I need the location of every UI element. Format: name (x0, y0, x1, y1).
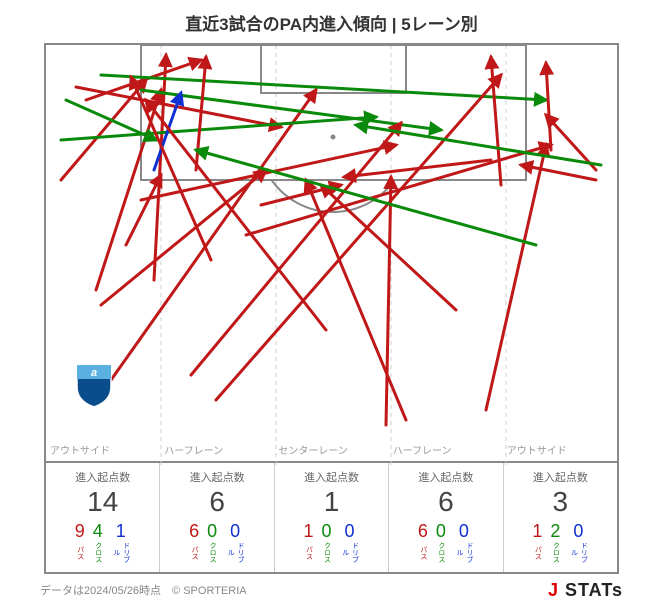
stat-total: 1 (277, 487, 386, 518)
stat-header: 進入起点数 (162, 469, 271, 485)
breakdown-value: 0 (230, 522, 240, 540)
breakdown-item: 0 クロス (207, 522, 217, 564)
svg-text:a: a (91, 367, 97, 379)
breakdown-item: 6 パス (189, 522, 199, 564)
breakdown-label: パス (189, 542, 199, 564)
breakdown-value: 6 (189, 522, 199, 540)
stats-row: 進入起点数149パス4クロス1ドリブル進入起点数66パス0クロス0ドリブル進入起… (44, 463, 619, 574)
stat-header: 進入起点数 (48, 469, 157, 485)
lane-label: アウトサイド (46, 442, 160, 457)
breakdown-item: 0 ドリブル (454, 522, 474, 564)
footer: データは2024/05/26時点 © SPORTERIA J STATs (0, 574, 663, 601)
footer-text: データは2024/05/26時点 © SPORTERIA (40, 582, 247, 598)
chart-title: 直近3試合のPA内進入傾向 | 5レーン別 (0, 0, 663, 43)
lane-label: ハーフレーン (389, 442, 503, 457)
breakdown-value: 0 (345, 522, 355, 540)
stat-cell: 進入起点数 14 9 パス 4 クロス 1 ドリブル (46, 463, 160, 572)
stat-breakdown: 6 パス 0 クロス 0 ドリブル (391, 522, 500, 564)
breakdown-label: クロス (436, 542, 446, 564)
breakdown-label: パス (304, 542, 314, 564)
breakdown-label: ドリブル (454, 542, 474, 564)
breakdown-label: ドリブル (225, 542, 245, 564)
breakdown-value: 2 (550, 522, 560, 540)
stat-total: 6 (162, 487, 271, 518)
brand-j: J (548, 580, 559, 600)
lane-label: センターレーン (274, 442, 388, 457)
breakdown-label: パス (532, 542, 542, 564)
stat-header: 進入起点数 (506, 469, 615, 485)
stat-header: 進入起点数 (391, 469, 500, 485)
stat-header: 進入起点数 (277, 469, 386, 485)
breakdown-value: 1 (304, 522, 314, 540)
breakdown-value: 0 (322, 522, 332, 540)
stat-total: 6 (391, 487, 500, 518)
stat-breakdown: 1 パス 0 クロス 0 ドリブル (277, 522, 386, 564)
stat-total: 3 (506, 487, 615, 518)
stat-cell: 進入起点数 1 1 パス 0 クロス 0 ドリブル (275, 463, 389, 572)
breakdown-value: 6 (418, 522, 428, 540)
lane-labels-row: アウトサイドハーフレーンセンターレーンハーフレーンアウトサイド (46, 442, 617, 457)
chart-container: 直近3試合のPA内進入傾向 | 5レーン別 アウトサイドハーフレーンセンターレー… (0, 0, 663, 611)
brand-rest: STATs (559, 580, 623, 600)
breakdown-item: 6 パス (418, 522, 428, 564)
breakdown-item: 1 ドリブル (111, 522, 131, 564)
breakdown-label: ドリブル (568, 542, 588, 564)
breakdown-value: 4 (93, 522, 103, 540)
breakdown-item: 0 ドリブル (568, 522, 588, 564)
breakdown-label: パス (418, 542, 428, 564)
breakdown-item: 2 クロス (550, 522, 560, 564)
stat-cell: 進入起点数 3 1 パス 2 クロス 0 ドリブル (504, 463, 617, 572)
stat-breakdown: 1 パス 2 クロス 0 ドリブル (506, 522, 615, 564)
breakdown-item: 0 クロス (322, 522, 332, 564)
lane-label: アウトサイド (503, 442, 617, 457)
breakdown-label: ドリブル (340, 542, 360, 564)
stat-cell: 進入起点数 6 6 パス 0 クロス 0 ドリブル (389, 463, 503, 572)
breakdown-value: 0 (459, 522, 469, 540)
breakdown-value: 1 (116, 522, 126, 540)
brand-logo: J STATs (548, 580, 623, 601)
breakdown-label: クロス (550, 542, 560, 564)
breakdown-label: ドリブル (111, 542, 131, 564)
breakdown-item: 1 パス (532, 522, 542, 564)
breakdown-value: 9 (75, 522, 85, 540)
team-logo: a (73, 361, 115, 409)
breakdown-label: クロス (322, 542, 332, 564)
breakdown-item: 0 クロス (436, 522, 446, 564)
breakdown-value: 0 (436, 522, 446, 540)
stat-breakdown: 6 パス 0 クロス 0 ドリブル (162, 522, 271, 564)
breakdown-value: 0 (573, 522, 583, 540)
breakdown-item: 1 パス (304, 522, 314, 564)
pitch-area: アウトサイドハーフレーンセンターレーンハーフレーンアウトサイド a (44, 43, 619, 463)
lane-label: ハーフレーン (160, 442, 274, 457)
breakdown-label: クロス (93, 542, 103, 564)
stat-cell: 進入起点数 6 6 パス 0 クロス 0 ドリブル (160, 463, 274, 572)
breakdown-value: 0 (207, 522, 217, 540)
breakdown-item: 9 パス (75, 522, 85, 564)
breakdown-item: 0 ドリブル (340, 522, 360, 564)
breakdown-item: 0 ドリブル (225, 522, 245, 564)
stat-breakdown: 9 パス 4 クロス 1 ドリブル (48, 522, 157, 564)
breakdown-label: パス (75, 542, 85, 564)
stat-total: 14 (48, 487, 157, 518)
breakdown-item: 4 クロス (93, 522, 103, 564)
breakdown-label: クロス (207, 542, 217, 564)
breakdown-value: 1 (532, 522, 542, 540)
pitch-svg (46, 45, 621, 465)
